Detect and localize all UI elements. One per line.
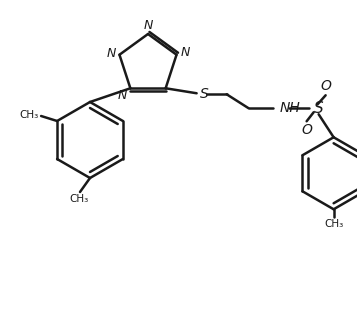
Text: N: N xyxy=(118,89,127,102)
Text: NH: NH xyxy=(280,101,300,115)
Text: N: N xyxy=(107,47,116,60)
Text: CH₃: CH₃ xyxy=(69,194,89,204)
Text: S: S xyxy=(200,87,208,101)
Text: CH₃: CH₃ xyxy=(324,219,343,229)
Text: O: O xyxy=(320,79,331,93)
Text: CH₃: CH₃ xyxy=(20,110,39,120)
Text: N: N xyxy=(143,19,153,32)
Text: S: S xyxy=(314,101,323,116)
Text: N: N xyxy=(181,46,190,59)
Text: O: O xyxy=(301,123,312,137)
